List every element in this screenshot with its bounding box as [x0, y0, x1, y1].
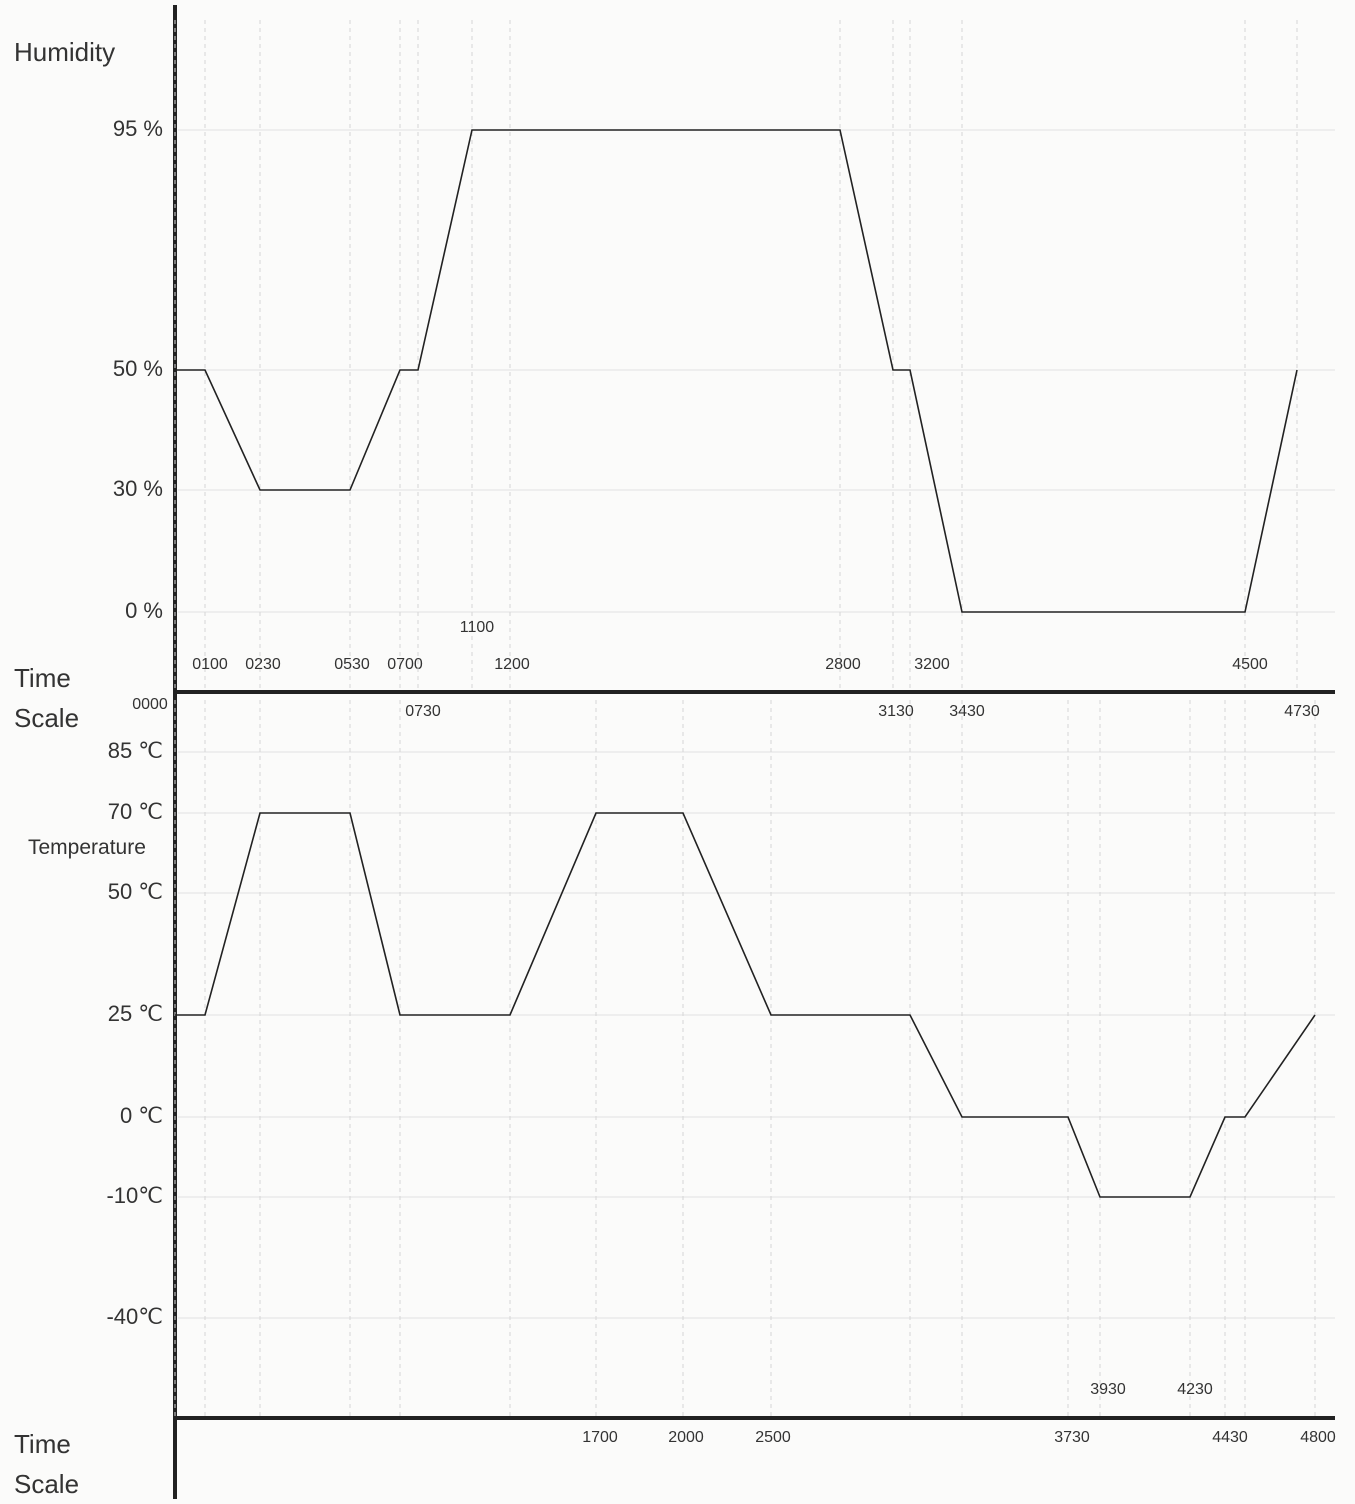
- y-tick-label: 85 ℃: [108, 738, 163, 763]
- x-tick-label: 1700: [582, 1429, 618, 1446]
- y-tick-label: 0 ℃: [120, 1103, 163, 1128]
- x-tick-label: 4500: [1232, 656, 1268, 673]
- x-tick-label: 1100: [460, 619, 495, 636]
- x-tick-label: 2000: [668, 1429, 704, 1446]
- x-tick-label: 3130: [878, 703, 914, 720]
- x-tick-label: 4430: [1212, 1429, 1248, 1446]
- y-tick-label: -40℃: [106, 1304, 163, 1329]
- x-tick-label: 0530: [334, 656, 370, 673]
- x-tick-label: 2800: [825, 656, 861, 673]
- axis-title: Time Scale: [14, 1429, 80, 1499]
- x-tick-label: 3200: [914, 656, 950, 673]
- x-tick-label: 1200: [494, 656, 530, 673]
- x-tick-label: 3730: [1054, 1429, 1090, 1446]
- x-tick-label: 0700: [387, 656, 423, 673]
- y-tick-label: 30 %: [113, 476, 163, 501]
- y-tick-label: 70 ℃: [108, 799, 163, 824]
- axis-title: Temperature: [28, 836, 146, 859]
- x-tick-label: 4800: [1300, 1429, 1336, 1446]
- y-tick-label: 50 %: [113, 356, 163, 381]
- x-tick-label: 2500: [755, 1429, 791, 1446]
- x-tick-label: 0000: [132, 696, 168, 713]
- x-tick-label: 3430: [949, 703, 985, 720]
- axis-title: Time Scale: [14, 663, 80, 733]
- y-tick-label: 95 %: [113, 116, 163, 141]
- axis-title: Humidity: [14, 37, 116, 67]
- x-tick-label: 0100: [192, 656, 228, 673]
- x-tick-label: 3930: [1090, 1381, 1126, 1398]
- data-line: [175, 812, 1316, 1198]
- x-tick-label: 0730: [405, 703, 441, 720]
- y-tick-label: 25 ℃: [108, 1001, 163, 1026]
- y-tick-label: 0 %: [125, 598, 163, 623]
- data-line: [175, 129, 1298, 613]
- x-tick-label: 4230: [1177, 1381, 1213, 1398]
- y-tick-label: 50 ℃: [108, 879, 163, 904]
- y-tick-label: -10℃: [106, 1183, 163, 1208]
- x-tick-label: 0230: [245, 656, 281, 673]
- x-tick-label: 4730: [1284, 703, 1320, 720]
